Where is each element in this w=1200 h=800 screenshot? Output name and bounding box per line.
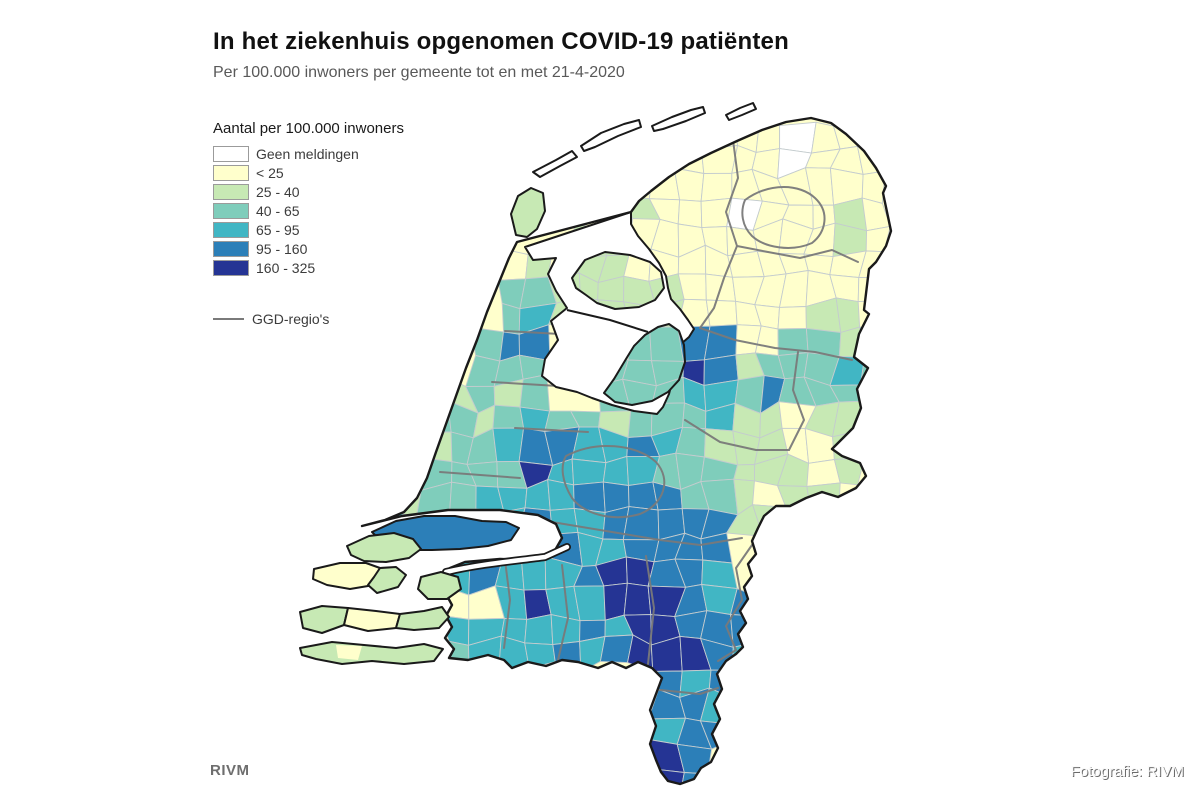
legend-label: < 25 <box>256 164 284 181</box>
island-goeree <box>346 532 422 563</box>
legend-swatch <box>213 145 249 162</box>
legend-item: 40 - 65 <box>213 201 404 220</box>
ggd-line-swatch <box>213 318 244 320</box>
ggd-label: GGD-regio's <box>252 311 330 327</box>
legend-label: 160 - 325 <box>256 259 316 276</box>
legend: Aantal per 100.000 inwoners Geen melding… <box>213 120 404 327</box>
legend-swatch <box>213 221 249 238</box>
legend-item: < 25 <box>213 163 404 182</box>
hollands-diep-channel <box>442 543 571 576</box>
zeeland-islands <box>299 515 520 665</box>
legend-swatch <box>213 183 249 200</box>
island-terschelling <box>580 119 642 152</box>
legend-item: 65 - 95 <box>213 220 404 239</box>
legend-item: 25 - 40 <box>213 182 404 201</box>
island-ameland <box>651 106 706 132</box>
source-label: RIVM <box>210 762 250 779</box>
island-beveland-mid <box>343 607 401 632</box>
legend-items: Geen meldingen < 25 25 - 40 40 - 65 65 - 95 9… <box>213 144 404 277</box>
wadden-islands <box>510 102 757 238</box>
page-subtitle: Per 100.000 inwoners per gemeente tot en… <box>213 64 625 81</box>
legend-label: Geen meldingen <box>256 145 359 162</box>
ggd-legend-row: GGD-regio's <box>213 311 404 327</box>
legend-swatch <box>213 259 249 276</box>
legend-label: 25 - 40 <box>256 183 300 200</box>
ggd-region-borders <box>439 139 859 695</box>
photo-credit: Fotografie: RIVM <box>1070 763 1184 780</box>
legend-title: Aantal per 100.000 inwoners <box>213 120 404 137</box>
legend-label: 40 - 65 <box>256 202 300 219</box>
legend-swatch <box>213 202 249 219</box>
legend-label: 95 - 160 <box>256 240 308 257</box>
noordoostpolder-outline <box>571 251 665 310</box>
page-title: In het ziekenhuis opgenomen COVID-19 pat… <box>213 28 789 55</box>
legend-swatch <box>213 164 249 181</box>
legend-label: 65 - 95 <box>256 221 300 238</box>
flevoland-outline <box>603 323 686 406</box>
island-schouwen-east <box>367 566 407 594</box>
island-tholen <box>417 571 462 600</box>
legend-item: 160 - 325 <box>213 258 404 277</box>
legend-item: Geen meldingen <box>213 144 404 163</box>
island-beveland-east <box>395 606 450 631</box>
houtribdijk-line <box>566 309 649 333</box>
island-schiermonnikoog <box>725 102 757 121</box>
legend-item: 95 - 160 <box>213 239 404 258</box>
island-vlieland <box>532 150 578 178</box>
legend-swatch <box>213 240 249 257</box>
island-texel <box>510 187 546 238</box>
island-walcheren <box>299 605 349 634</box>
island-zvl-mid <box>336 645 362 660</box>
island-zeeuwsvlaanderen <box>299 641 444 665</box>
